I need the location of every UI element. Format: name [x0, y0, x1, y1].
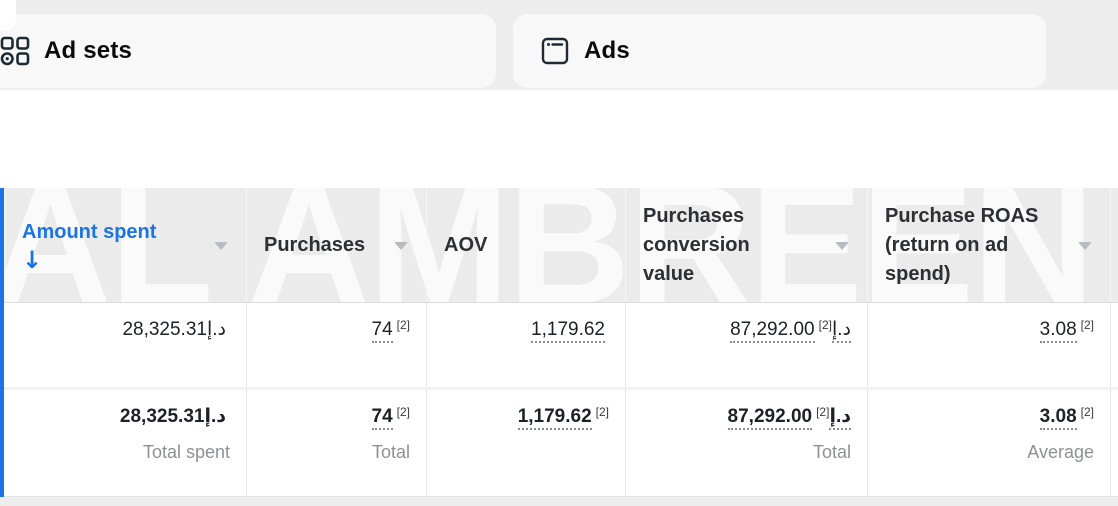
- column-header-aov[interactable]: AOV: [426, 188, 625, 302]
- column-label: Purchase ROAS (return on ad spend): [885, 204, 1039, 285]
- ads-icon: [541, 37, 569, 65]
- cell-purchase-roas: 3.08 [2]: [867, 303, 1110, 387]
- footnote-marker: [2]: [396, 318, 410, 332]
- cell-aov: 1,179.62: [426, 303, 625, 387]
- column-header-purchase-roas[interactable]: Purchase ROAS (return on ad spend): [867, 188, 1110, 302]
- column-label: AOV: [444, 233, 488, 256]
- cell-purchases: 74 [2]: [246, 303, 426, 387]
- footnote-marker: [2]: [816, 405, 830, 419]
- corner-notch: [0, 0, 16, 30]
- total-caption: Total spent: [142, 442, 230, 462]
- metrics-table: AL AMBREEN Amount spent ↓ Purchases AOV …: [0, 188, 1118, 506]
- total-cell-purchases-conversion-value: 87,292.00د.إ[2] Total: [625, 390, 867, 496]
- table-body: AL AMBREEN 28,325.31د.إ 74[2] 1,179.62 8…: [0, 303, 1118, 497]
- total-value: 28,325.31د.إ: [119, 406, 226, 427]
- ad-sets-icon: [0, 36, 30, 66]
- cell-purchases-conversion-value: 87,292.00د.إ[2]: [625, 303, 867, 387]
- tab-ads[interactable]: Ads: [513, 14, 1046, 88]
- total-cell-aov: 1,179.62 [2]: [426, 390, 625, 496]
- tab-ad-sets[interactable]: Ad sets: [0, 14, 496, 88]
- footnote-marker: [2]: [818, 318, 832, 332]
- column-label: Purchases conversion value: [643, 204, 750, 285]
- column-menu-chevron-icon[interactable]: [394, 242, 408, 250]
- column-menu-chevron-icon[interactable]: [835, 242, 849, 250]
- sort-descending-icon: ↓: [22, 245, 43, 274]
- table-row: 28,325.31د.إ 74 [2] 1,179.62 87,292.00د.إ…: [4, 303, 1118, 387]
- column-header-amount-spent[interactable]: Amount spent ↓: [4, 188, 246, 302]
- total-caption: Total: [371, 442, 410, 462]
- frozen-pane-divider: [0, 188, 4, 497]
- cell-value-tooltip[interactable]: 1,179.62: [531, 319, 605, 343]
- tab-ads-label: Ads: [584, 37, 630, 64]
- tab-ad-sets-label: Ad sets: [44, 37, 133, 64]
- total-cell-purchase-roas: 3.08 [2] Average: [867, 390, 1110, 496]
- table-total-row: 28,325.31د.إ Total spent 74 [2] Total 1,1…: [4, 390, 1118, 497]
- horizontal-scroll-track[interactable]: [0, 497, 1118, 506]
- column-header-purchases-conversion-value[interactable]: Purchases conversion value: [625, 188, 867, 302]
- cell-filler: [1110, 303, 1118, 387]
- column-menu-chevron-icon[interactable]: [214, 242, 228, 250]
- column-header-purchases[interactable]: Purchases: [246, 188, 426, 302]
- cell-value-tooltip[interactable]: 3.08: [1039, 319, 1077, 343]
- cell-value: 28,325.31د.إ: [122, 319, 226, 340]
- total-value-tooltip[interactable]: 3.08: [1039, 406, 1077, 430]
- total-value-tooltip[interactable]: 1,179.62: [517, 406, 592, 430]
- cell-value-tooltip[interactable]: 87,292.00د.إ: [730, 319, 851, 343]
- total-caption: Total: [812, 442, 851, 462]
- total-value-tooltip[interactable]: 87,292.00د.إ: [727, 406, 851, 430]
- table-header-row: AL AMBREEN Amount spent ↓ Purchases AOV …: [4, 188, 1118, 303]
- footnote-marker: [2]: [1080, 318, 1094, 332]
- row-separator: [4, 387, 1118, 390]
- total-cell-purchases: 74 [2] Total: [246, 390, 426, 496]
- cell-value-tooltip[interactable]: 74: [371, 319, 393, 343]
- total-caption: Average: [1027, 442, 1094, 462]
- footnote-marker: [2]: [1080, 405, 1094, 419]
- footnote-marker: [2]: [396, 405, 410, 419]
- tab-bar: Ad sets Ads: [0, 0, 1118, 90]
- total-value-tooltip[interactable]: 74: [371, 406, 393, 430]
- column-label: Amount spent: [22, 220, 157, 243]
- total-cell-filler: [1110, 390, 1118, 496]
- cell-amount-spent: 28,325.31د.إ: [4, 303, 246, 387]
- column-label: Purchases: [264, 233, 366, 256]
- footnote-marker: [2]: [595, 405, 609, 419]
- column-header-filler: [1110, 188, 1118, 302]
- column-menu-chevron-icon[interactable]: [1078, 242, 1092, 250]
- total-cell-amount-spent: 28,325.31د.إ Total spent: [4, 390, 246, 496]
